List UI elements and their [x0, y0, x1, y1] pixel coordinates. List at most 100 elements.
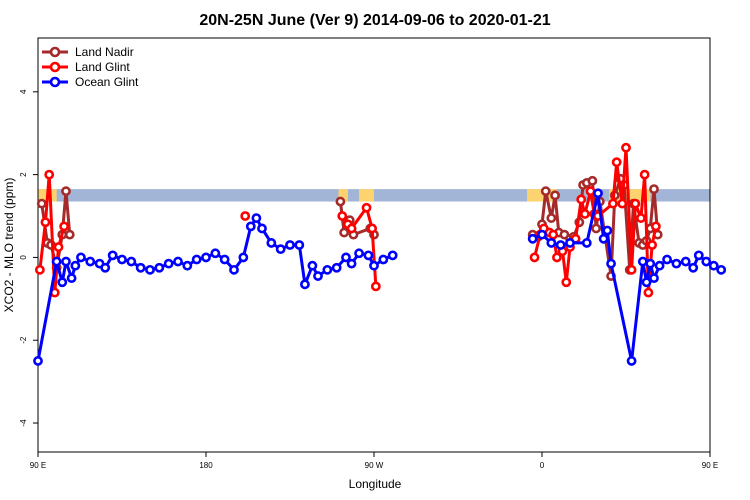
data-point [245, 221, 256, 232]
data-point [598, 233, 609, 244]
data-point [654, 260, 665, 271]
data-point [313, 271, 323, 281]
data-point [346, 223, 357, 234]
data-point [602, 225, 613, 236]
data-point [641, 277, 652, 288]
data-point [57, 277, 68, 288]
data-point [210, 248, 221, 259]
data-point [361, 202, 372, 213]
data-point [370, 281, 381, 292]
data-point [621, 142, 631, 153]
y-tick-label: 2 [19, 172, 28, 177]
data-point [680, 256, 691, 267]
data-point [643, 287, 654, 298]
data-point [585, 186, 596, 197]
data-point [117, 254, 127, 265]
data-point [561, 277, 572, 288]
data-point [693, 250, 704, 261]
data-point [636, 213, 646, 223]
data-point [135, 262, 146, 273]
data-point [555, 240, 566, 250]
data-point [671, 258, 682, 269]
series-ocean-glint [33, 188, 727, 366]
data-point [34, 264, 45, 275]
data-point [337, 211, 348, 221]
data-point [339, 227, 350, 238]
data-point [662, 254, 672, 265]
data-point [688, 262, 699, 273]
data-point [649, 184, 659, 195]
data-point [639, 169, 650, 180]
series-layer [33, 142, 727, 366]
data-point [275, 244, 286, 255]
data-point [701, 256, 712, 267]
axes: 90 E 180 90 W 0 90 E -4 -2 0 2 4 [19, 89, 718, 470]
data-point [369, 260, 379, 271]
data-point [257, 223, 267, 234]
data-point [630, 198, 641, 209]
x-tick-label: 90 E [30, 461, 46, 470]
data-point [229, 264, 239, 275]
data-point [593, 188, 603, 199]
data-point [266, 238, 277, 248]
data-point [626, 356, 637, 366]
data-point [611, 157, 622, 168]
series-line [36, 216, 394, 362]
data-point [576, 194, 587, 205]
data-point [378, 254, 389, 265]
y-tick-label: 4 [19, 89, 28, 94]
data-point [307, 260, 318, 271]
data-point [219, 254, 230, 265]
data-point [645, 258, 656, 269]
band-land-segment [359, 189, 374, 202]
data-point [617, 198, 628, 209]
legend-label: Ocean Glint [75, 75, 139, 89]
data-point [107, 250, 118, 261]
y-tick-label: -2 [19, 336, 28, 344]
data-point [387, 250, 398, 261]
data-point [335, 196, 346, 207]
data-point [650, 221, 661, 232]
data-point [53, 242, 64, 252]
data-point [546, 238, 557, 248]
data-point [637, 256, 648, 267]
data-point [341, 252, 351, 263]
data-point [145, 264, 155, 275]
data-point [36, 198, 47, 209]
data-point [182, 260, 193, 271]
data-point [238, 252, 249, 263]
data-point [251, 213, 262, 223]
data-point [367, 223, 378, 234]
data-point [163, 258, 174, 269]
x-tick-label: 180 [199, 461, 213, 470]
data-point [51, 256, 62, 267]
data-point [580, 209, 590, 219]
data-point [581, 238, 592, 248]
data-point [363, 250, 374, 261]
data-point [44, 169, 55, 180]
data-point [173, 256, 183, 267]
data-point [606, 258, 616, 269]
data-point [100, 262, 111, 273]
data-point [346, 258, 357, 269]
legend-marker [49, 61, 61, 73]
data-point [59, 221, 70, 232]
y-axis-label: XCO2 - MLO trend (ppm) [2, 178, 16, 313]
data-point [537, 229, 547, 240]
data-point [191, 254, 202, 265]
y-tick-label: 0 [19, 255, 28, 260]
reference-band [38, 189, 710, 202]
data-point [85, 256, 96, 267]
x-axis-label: Longitude [349, 477, 402, 491]
data-point [591, 223, 602, 234]
y-tick-label: -4 [19, 419, 28, 427]
data-point [587, 175, 598, 186]
data-point [126, 256, 137, 267]
data-point [649, 273, 659, 284]
legend-marker [49, 46, 61, 58]
data-point [61, 256, 71, 267]
data-point [76, 252, 86, 263]
data-point [647, 240, 658, 250]
x-tick-label: 0 [540, 461, 545, 470]
data-point [540, 186, 551, 197]
